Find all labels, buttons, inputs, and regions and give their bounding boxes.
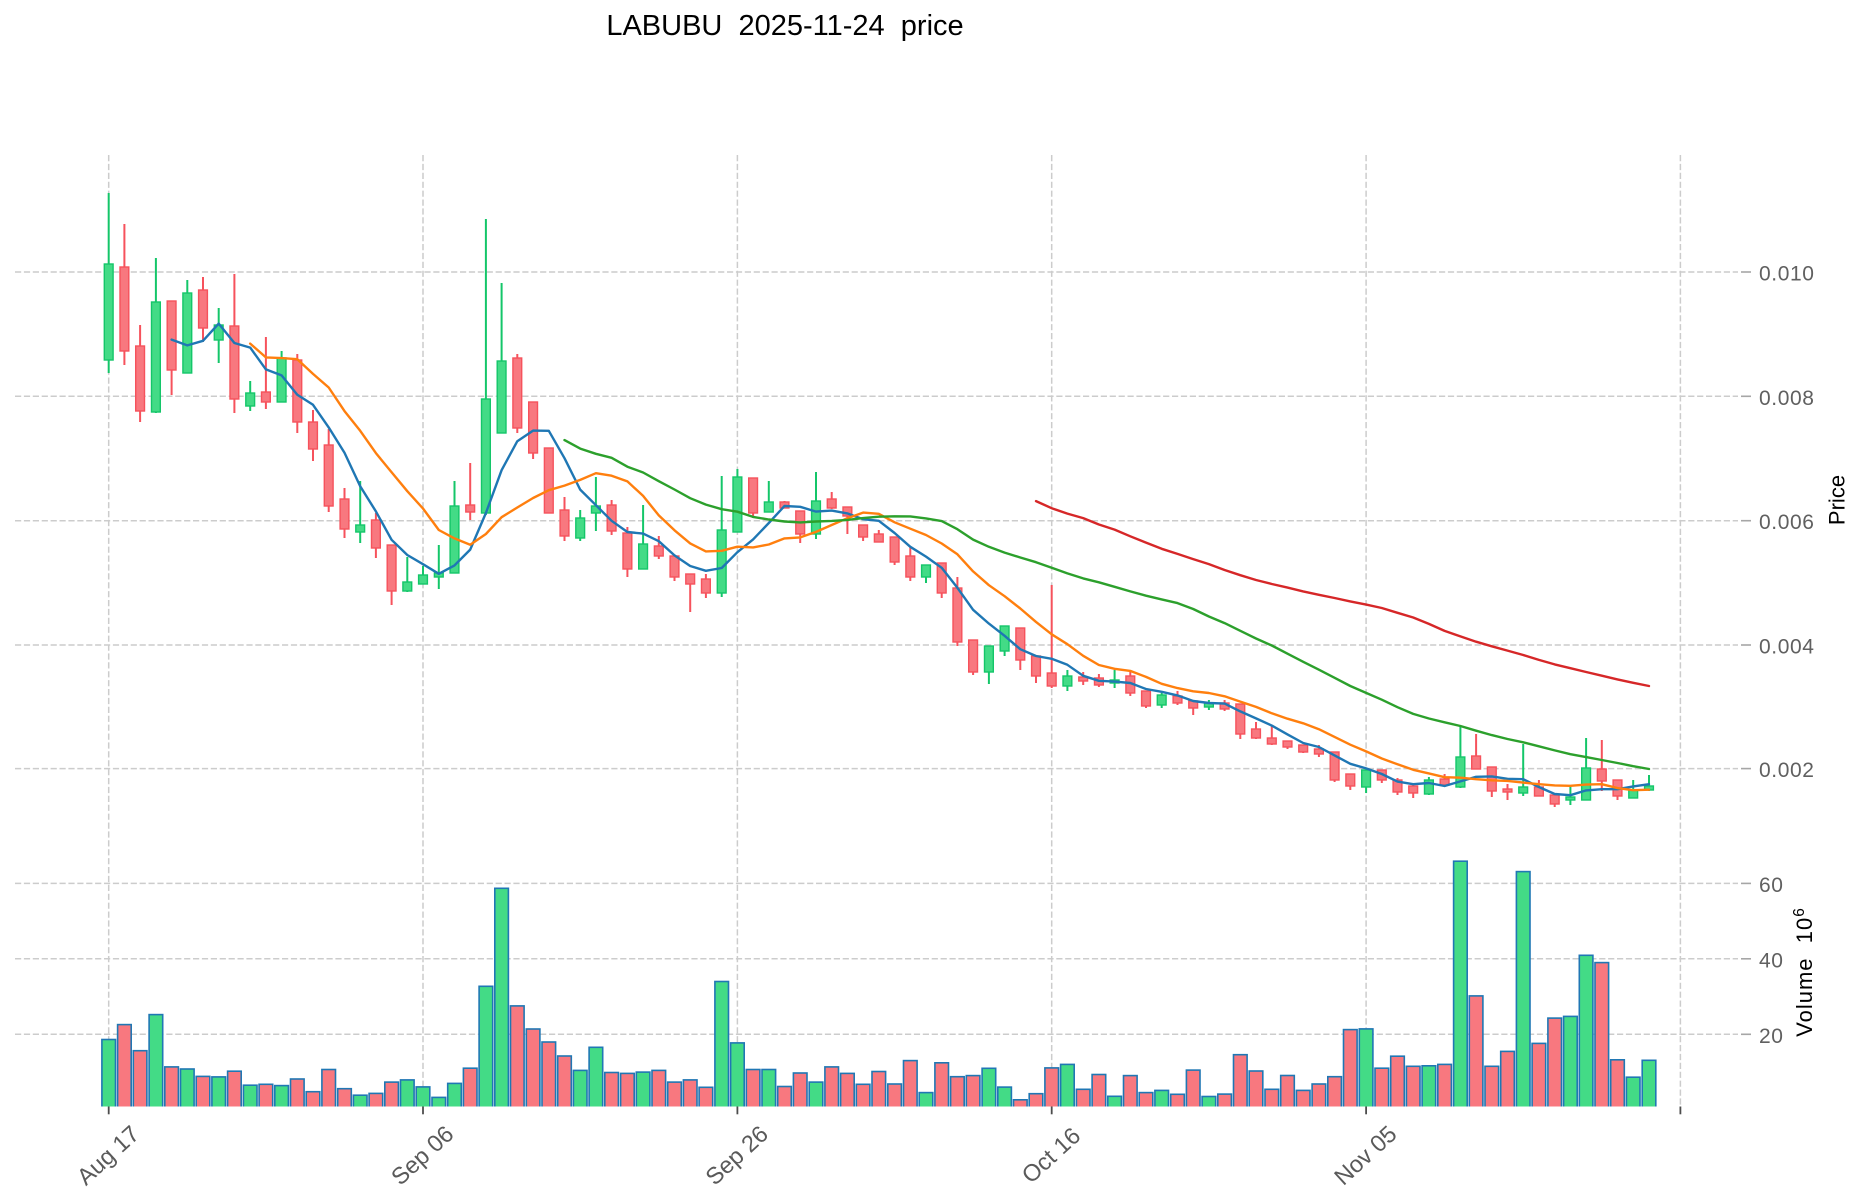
svg-text:0.006: 0.006	[1759, 511, 1815, 534]
svg-text:0.004: 0.004	[1759, 636, 1815, 659]
svg-text:40: 40	[1759, 949, 1784, 972]
svg-text:0.002: 0.002	[1759, 759, 1815, 782]
svg-text:Volume 106: Volume 106	[1791, 907, 1817, 1037]
svg-text:0.008: 0.008	[1759, 387, 1815, 410]
svg-text:LABUBU 2025-11-24 price: LABUBU 2025-11-24 price	[606, 10, 963, 42]
svg-text:60: 60	[1759, 874, 1784, 897]
svg-text:Price: Price	[1825, 475, 1850, 525]
svg-text:0.010: 0.010	[1759, 263, 1815, 286]
svg-text:20: 20	[1759, 1025, 1784, 1048]
